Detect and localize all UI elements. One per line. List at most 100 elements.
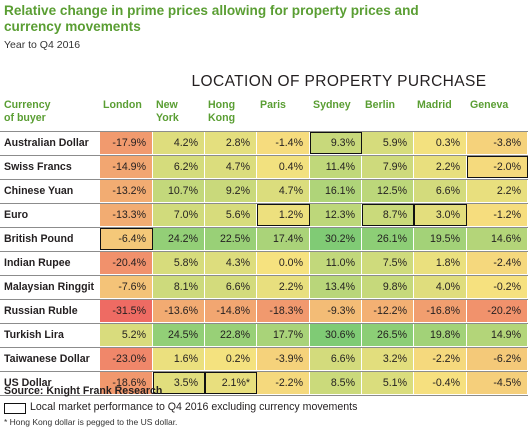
table-cell: 2.2% <box>414 156 467 178</box>
table-cell: 4.0% <box>414 276 467 298</box>
row-rule <box>0 227 528 228</box>
row-rule <box>0 203 528 204</box>
table-cell: 24.5% <box>153 324 205 346</box>
table-cell: -16.8% <box>414 300 467 322</box>
column-header-word: Berlin <box>365 99 396 111</box>
table-cell: -0.2% <box>467 276 528 298</box>
table-cell: -2.4% <box>467 252 528 274</box>
column-header-geneva: Geneva <box>470 99 508 112</box>
table-cell: 9.8% <box>362 276 414 298</box>
legend-text: Local market performance to Q4 2016 excl… <box>30 401 358 413</box>
table-cell: -2.2% <box>257 372 310 394</box>
table-cell: 11.4% <box>310 156 362 178</box>
table-cell: 4.7% <box>257 180 310 202</box>
table-cell: -20.4% <box>100 252 153 274</box>
table-cell: -23.0% <box>100 348 153 370</box>
table-cell: -14.9% <box>100 156 153 178</box>
row-rule <box>0 299 528 300</box>
table-cell: 6.2% <box>153 156 205 178</box>
table-cell: 4.7% <box>205 156 257 178</box>
row-rule <box>0 179 528 180</box>
column-header-word: Hong <box>208 99 236 111</box>
row-label: US Dollar <box>4 377 52 389</box>
column-header-new-york: New York <box>156 99 179 125</box>
table-cell: 26.5% <box>362 324 414 346</box>
table-cell: 0.3% <box>414 132 467 154</box>
table-cell: 2.8% <box>205 132 257 154</box>
row-label: Malaysian Ringgit <box>4 281 95 293</box>
source-note: Source: Knight Frank Research <box>4 385 163 397</box>
table-cell: 3.0% <box>414 204 467 226</box>
table-cell: 19.5% <box>414 228 467 250</box>
table-cell: 9.3% <box>310 132 362 154</box>
table-cell: -18.3% <box>257 300 310 322</box>
table-cell: -6.4% <box>100 228 153 250</box>
table-top-rule <box>0 131 528 132</box>
table-cell: 0.2% <box>205 348 257 370</box>
column-header-word: Paris <box>260 99 286 111</box>
table-cell: 12.3% <box>310 204 362 226</box>
table-cell: -6.2% <box>467 348 528 370</box>
column-group-title: LOCATION OF PROPERTY PURCHASE <box>191 73 487 90</box>
row-label: Swiss Francs <box>4 161 72 173</box>
table-cell: -18.6% <box>100 372 153 394</box>
row-label: Indian Rupee <box>4 257 71 269</box>
table-cell: 11.0% <box>310 252 362 274</box>
row-header-line1: Currency <box>4 99 51 111</box>
table-cell: 5.8% <box>153 252 205 274</box>
table-cell: 5.2% <box>100 324 153 346</box>
row-rule <box>0 155 528 156</box>
table-cell: 5.6% <box>205 204 257 226</box>
table-cell: -7.6% <box>100 276 153 298</box>
table-cell: 22.5% <box>205 228 257 250</box>
table-cell: 1.2% <box>257 204 310 226</box>
row-label: Turkish Lira <box>4 329 64 341</box>
table-cell: -17.9% <box>100 132 153 154</box>
table-cell: 3.2% <box>362 348 414 370</box>
row-rule <box>0 347 528 348</box>
table-cell: -3.9% <box>257 348 310 370</box>
row-rule <box>0 323 528 324</box>
column-header-paris: Paris <box>260 99 286 112</box>
table-cell: -2.2% <box>414 348 467 370</box>
table-cell: 22.8% <box>205 324 257 346</box>
row-label: British Pound <box>4 233 74 245</box>
row-header-line2: of buyer <box>4 112 46 124</box>
row-rule <box>0 395 528 396</box>
row-label: Euro <box>4 209 29 221</box>
chart-subtitle: Year to Q4 2016 <box>4 39 81 51</box>
table-cell: -3.8% <box>467 132 528 154</box>
table-cell: -9.3% <box>310 300 362 322</box>
table-cell: 7.0% <box>153 204 205 226</box>
table-cell: 13.4% <box>310 276 362 298</box>
footnote: * Hong Kong dollar is pegged to the US d… <box>4 417 178 427</box>
column-header-word: Sydney <box>313 99 351 111</box>
table-cell: -12.2% <box>362 300 414 322</box>
table-cell: 3.5% <box>153 372 205 394</box>
table-cell: -31.5% <box>100 300 153 322</box>
table-cell: 6.6% <box>310 348 362 370</box>
column-header-word: York <box>156 112 179 124</box>
table-cell: 2.1%* <box>205 372 257 394</box>
table-cell: -13.6% <box>153 300 205 322</box>
table-cell: -4.5% <box>467 372 528 394</box>
table-cell: 16.1% <box>310 180 362 202</box>
column-header-word: Geneva <box>470 99 509 111</box>
column-header-berlin: Berlin <box>365 99 395 112</box>
row-label: Chinese Yuan <box>4 185 74 197</box>
table-cell: 1.6% <box>153 348 205 370</box>
table-cell: -13.3% <box>100 204 153 226</box>
table-cell: 7.9% <box>362 156 414 178</box>
table-cell: 8.1% <box>153 276 205 298</box>
row-label: Russian Ruble <box>4 305 78 317</box>
row-label: Australian Dollar <box>4 137 89 149</box>
table-cell: 5.1% <box>362 372 414 394</box>
column-header-london: London <box>103 99 142 112</box>
row-rule <box>0 275 528 276</box>
table-cell: 6.6% <box>414 180 467 202</box>
chart-title: Relative change in prime prices allowing… <box>4 3 419 34</box>
table-cell: 6.6% <box>205 276 257 298</box>
table-cell: 8.7% <box>362 204 414 226</box>
column-header-word: Madrid <box>417 99 452 111</box>
table-cell: 14.9% <box>467 324 528 346</box>
